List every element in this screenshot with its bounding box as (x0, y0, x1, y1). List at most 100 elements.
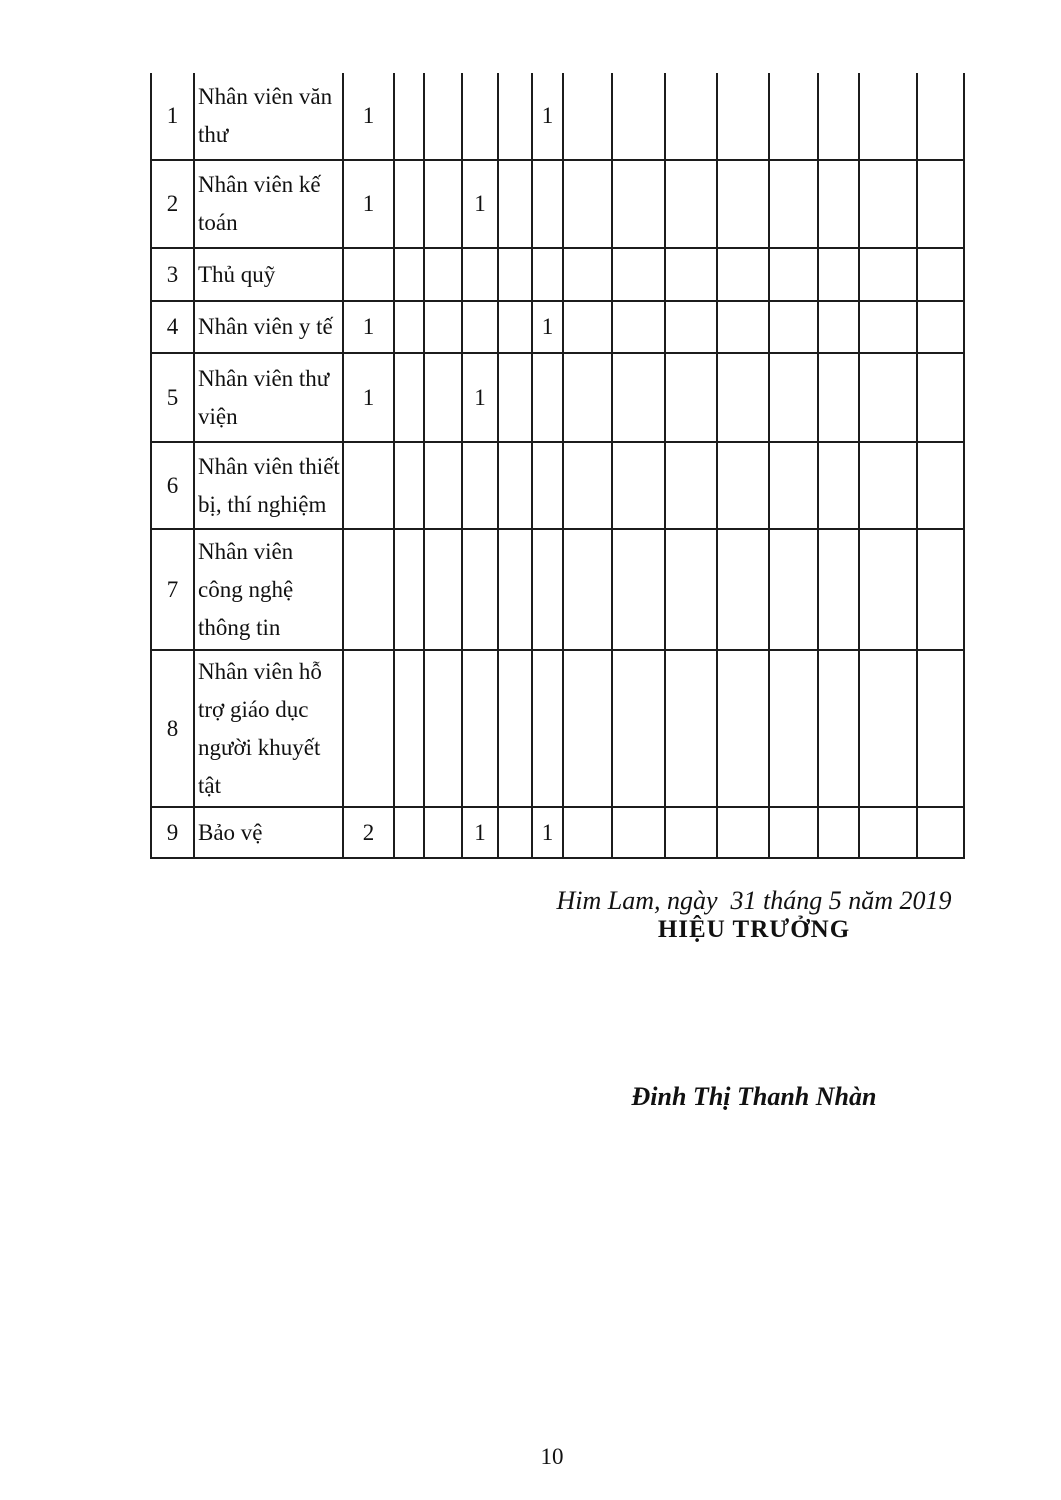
value-cell (342, 528, 395, 651)
value-cell (817, 352, 860, 443)
value-cell (393, 806, 425, 859)
value-cell (716, 352, 770, 443)
value-cell (461, 441, 499, 530)
value-cell (716, 73, 770, 161)
value-cell: 1 (461, 352, 499, 443)
value-cell: 1 (342, 352, 395, 443)
value-cell (664, 352, 718, 443)
value-cell (611, 352, 666, 443)
row-number-cell: 7 (150, 528, 195, 651)
value-cell (664, 649, 718, 808)
table-row: 5 Nhân viên thư viện 1 1 (150, 352, 965, 443)
value-cell (858, 159, 918, 249)
value-cell: 1 (461, 159, 499, 249)
value-cell (562, 73, 613, 161)
table-row: 3 Thủ quỹ (150, 247, 965, 302)
value-cell (768, 441, 819, 530)
value-cell (664, 300, 718, 354)
position-name-cell: Nhân viên văn thư (193, 73, 344, 161)
value-cell (562, 649, 613, 808)
value-cell (461, 528, 499, 651)
value-cell (858, 528, 918, 651)
row-number-cell: 9 (150, 806, 195, 859)
position-name-cell: Nhân viên y tế (193, 300, 344, 354)
value-cell: 1 (342, 159, 395, 249)
value-cell (817, 441, 860, 530)
value-cell (393, 649, 425, 808)
value-cell: 1 (531, 300, 564, 354)
position-name-cell: Nhân viên thiết bị, thí nghiệm (193, 441, 344, 530)
value-cell (611, 247, 666, 302)
value-cell (716, 649, 770, 808)
value-cell (611, 649, 666, 808)
value-cell (858, 73, 918, 161)
value-cell (423, 73, 463, 161)
value-cell (817, 649, 860, 808)
value-cell (611, 300, 666, 354)
value-cell (768, 528, 819, 651)
position-name-cell: Thủ quỹ (193, 247, 344, 302)
value-cell (916, 649, 965, 808)
value-cell (393, 73, 425, 161)
value-cell (423, 528, 463, 651)
value-cell: 1 (342, 73, 395, 161)
value-cell (393, 300, 425, 354)
value-cell (423, 352, 463, 443)
value-cell (858, 441, 918, 530)
value-cell (423, 806, 463, 859)
position-name-cell: Nhân viên kế toán (193, 159, 344, 249)
value-cell (768, 352, 819, 443)
value-cell (562, 806, 613, 859)
value-cell (461, 73, 499, 161)
value-cell: 1 (342, 300, 395, 354)
value-cell (497, 528, 533, 651)
value-cell: 1 (461, 806, 499, 859)
table-row: 1 Nhân viên văn thư 1 1 (150, 73, 965, 161)
value-cell (531, 159, 564, 249)
value-cell (664, 159, 718, 249)
row-number-cell: 3 (150, 247, 195, 302)
value-cell (916, 352, 965, 443)
row-number-cell: 8 (150, 649, 195, 808)
value-cell (858, 806, 918, 859)
value-cell (817, 159, 860, 249)
value-cell (423, 441, 463, 530)
value-cell (611, 159, 666, 249)
value-cell (858, 247, 918, 302)
row-number-cell: 4 (150, 300, 195, 354)
value-cell (768, 649, 819, 808)
value-cell (497, 352, 533, 443)
page-number: 10 (540, 1444, 564, 1469)
value-cell (562, 300, 613, 354)
value-cell (342, 441, 395, 530)
value-cell (393, 352, 425, 443)
table-row: 8 Nhân viên hỗ trợ giáo dục người khuyết… (150, 649, 965, 808)
value-cell (916, 441, 965, 530)
value-cell (916, 247, 965, 302)
value-cell: 2 (342, 806, 395, 859)
value-cell (716, 247, 770, 302)
value-cell (497, 300, 533, 354)
value-cell (562, 159, 613, 249)
table-row: 7 Nhân viên công nghệ thông tin (150, 528, 965, 651)
value-cell (423, 649, 463, 808)
value-cell (664, 247, 718, 302)
row-number-cell: 1 (150, 73, 195, 161)
value-cell (611, 441, 666, 530)
value-cell (716, 528, 770, 651)
value-cell (562, 528, 613, 651)
place-date-line: Him Lam, ngày 31 tháng 5 năm 2019 (556, 886, 952, 915)
value-cell (916, 528, 965, 651)
value-cell (916, 806, 965, 859)
value-cell (497, 247, 533, 302)
row-number-cell: 2 (150, 159, 195, 249)
value-cell (817, 300, 860, 354)
value-cell (423, 300, 463, 354)
row-number-cell: 5 (150, 352, 195, 443)
value-cell (531, 528, 564, 651)
value-cell (916, 159, 965, 249)
value-cell (531, 441, 564, 530)
value-cell (664, 441, 718, 530)
staffing-table: 1 Nhân viên văn thư 1 1 2 Nhân viên kế t… (150, 73, 965, 859)
